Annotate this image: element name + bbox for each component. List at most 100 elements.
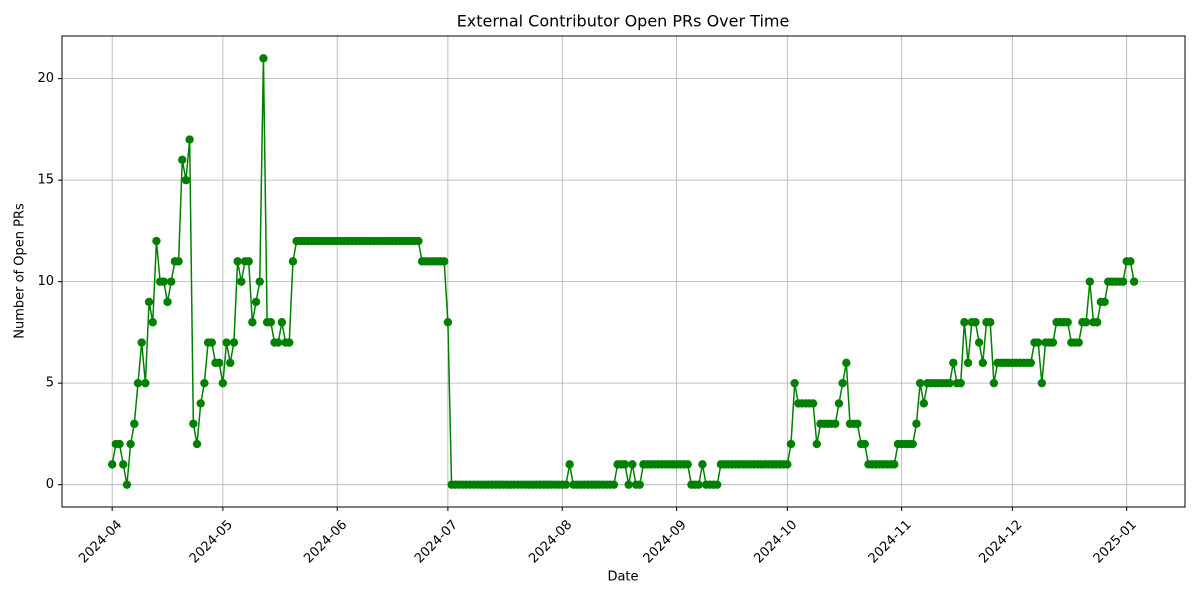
data-point — [251, 297, 261, 307]
data-point — [1074, 338, 1083, 347]
data-point — [620, 460, 630, 469]
data-point — [115, 439, 124, 449]
data-point — [561, 480, 571, 489]
data-point — [259, 54, 268, 63]
data-point — [986, 318, 995, 327]
data-point — [237, 277, 246, 286]
y-tick-label: 0 — [46, 477, 54, 492]
data-point — [978, 358, 988, 368]
data-point — [222, 338, 231, 347]
x-tick-label: 2025-01 — [1091, 517, 1140, 566]
y-tick-label: 10 — [37, 274, 54, 289]
data-point — [207, 338, 216, 347]
data-point — [786, 439, 796, 449]
data-point — [915, 378, 925, 388]
data-point — [838, 378, 847, 388]
x-axis-label: Date — [607, 570, 638, 585]
data-point — [288, 257, 298, 266]
data-point — [1033, 338, 1043, 347]
data-point — [790, 378, 799, 388]
data-point — [853, 419, 862, 428]
data-point — [248, 318, 257, 327]
data-point — [919, 399, 929, 408]
data-point — [908, 439, 917, 449]
data-point — [956, 378, 965, 388]
x-tick-label: 2024-12 — [976, 517, 1025, 566]
data-point — [214, 358, 224, 368]
data-point — [277, 318, 287, 327]
data-point — [126, 439, 135, 449]
data-point — [130, 419, 139, 428]
data-point — [163, 297, 172, 307]
data-point — [178, 155, 187, 165]
data-point — [1100, 297, 1109, 307]
data-point — [683, 460, 692, 469]
plot-frame — [61, 35, 1186, 508]
data-point — [122, 480, 132, 489]
data-point — [148, 318, 157, 327]
y-tick-label: 5 — [46, 376, 54, 391]
data-point — [713, 480, 722, 489]
x-tick-label: 2024-09 — [641, 517, 690, 566]
data-point — [831, 419, 840, 428]
data-point — [963, 358, 973, 368]
data-point — [1026, 358, 1035, 368]
x-tick-label: 2024-10 — [751, 517, 800, 566]
data-point — [1085, 277, 1095, 286]
data-point — [119, 460, 128, 469]
data-point — [133, 378, 143, 388]
data-point — [185, 135, 194, 144]
data-point — [192, 439, 202, 449]
data-point — [285, 338, 294, 347]
data-point — [167, 277, 176, 286]
data-point — [808, 399, 818, 408]
data-point — [609, 480, 619, 489]
data-point — [1063, 318, 1072, 327]
x-tick-label: 2024-11 — [866, 517, 915, 566]
data-point — [860, 439, 869, 449]
data-point — [834, 399, 844, 408]
data-point — [443, 318, 453, 327]
data-point — [842, 358, 851, 368]
data-point — [189, 419, 198, 428]
data-point — [233, 257, 242, 266]
data-point — [565, 460, 574, 469]
data-point — [255, 277, 264, 286]
data-point — [1129, 277, 1139, 286]
x-tick-label: 2024-08 — [526, 517, 575, 566]
data-point — [812, 439, 822, 449]
data-point — [960, 318, 969, 327]
data-point — [181, 175, 191, 185]
data-point — [694, 480, 703, 489]
data-point — [107, 460, 117, 469]
data-point — [1037, 378, 1047, 388]
data-point — [159, 277, 169, 286]
data-point — [635, 480, 644, 489]
x-tick-label: 2024-06 — [301, 517, 350, 566]
data-point — [440, 257, 449, 266]
data-point — [226, 358, 235, 368]
y-axis-label: Number of Open PRs — [13, 203, 28, 339]
data-point — [218, 378, 228, 388]
data-point — [698, 460, 707, 469]
data-point — [273, 338, 283, 347]
data-point — [266, 318, 276, 327]
data-point — [1081, 318, 1091, 327]
data-point — [1092, 318, 1102, 327]
data-point — [137, 338, 146, 347]
data-point — [196, 399, 205, 408]
data-point — [200, 378, 209, 388]
data-point — [1048, 338, 1058, 347]
data-point — [144, 297, 154, 307]
data-point — [912, 419, 921, 428]
data-point — [945, 378, 954, 388]
data-point — [174, 257, 183, 266]
data-point — [949, 358, 958, 368]
data-point — [890, 460, 899, 469]
data-point — [989, 378, 999, 388]
chart-title: External Contributor Open PRs Over Time — [457, 12, 790, 31]
x-tick-label: 2024-07 — [412, 517, 461, 566]
data-point — [628, 460, 637, 469]
x-tick-label: 2024-05 — [187, 517, 236, 566]
